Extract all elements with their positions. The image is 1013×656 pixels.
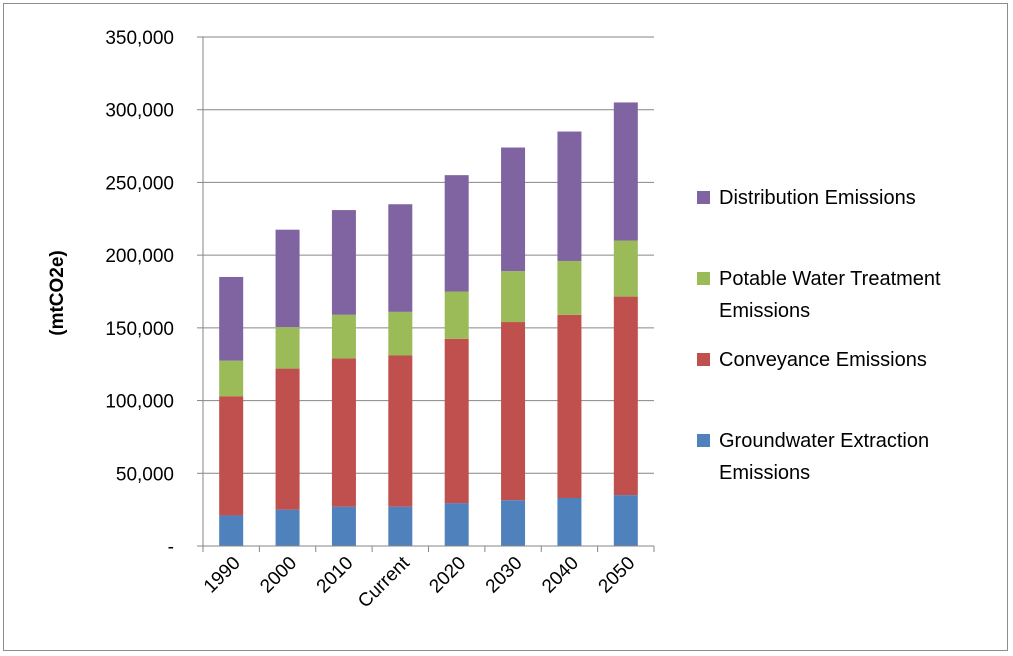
bar-segment — [388, 355, 413, 507]
y-tick-label: 50,000 — [116, 464, 174, 485]
legend-swatch — [697, 191, 710, 204]
y-tick-label: 250,000 — [105, 173, 174, 194]
legend: Distribution Emissions Potable Water Trea… — [697, 187, 941, 484]
x-tick-label: 2020 — [425, 553, 470, 598]
y-tick-label: 350,000 — [105, 28, 174, 49]
bar-segment — [557, 314, 582, 499]
legend-label: Groundwater Extraction Emissions — [719, 430, 929, 484]
bar-segment — [613, 495, 638, 546]
bar-segment — [219, 276, 244, 361]
bar-segment — [331, 314, 356, 359]
legend-swatch — [697, 353, 710, 366]
x-tick-label: 2050 — [595, 553, 640, 598]
bar-segment — [219, 396, 244, 516]
bar-segment — [613, 296, 638, 496]
bar-segment — [275, 327, 300, 369]
x-tick-label: 1990 — [200, 553, 245, 598]
x-tick-label: 2010 — [313, 553, 358, 598]
bar-segment — [331, 506, 356, 546]
legend-label: Distribution Emissions — [719, 187, 916, 209]
x-tick-label: 2000 — [256, 553, 301, 598]
y-axis-label: (mtCO2e) — [47, 250, 68, 336]
bar-segment — [557, 131, 582, 261]
bar-segment — [444, 291, 469, 339]
axes — [202, 37, 654, 547]
bar-segment — [388, 204, 413, 312]
legend-swatch — [697, 272, 710, 285]
bar-segment — [275, 368, 300, 510]
bar-segment — [275, 229, 300, 328]
y-tick-labels: - 50,000 100,000 150,000 200,000 250,000 300,0… — [105, 28, 203, 558]
gridlines — [203, 36, 654, 474]
bar-segment — [388, 506, 413, 546]
bar-segment — [219, 515, 244, 546]
bar-segment — [613, 240, 638, 297]
y-tick-label: 300,000 — [105, 101, 174, 122]
bar-segment — [331, 358, 356, 507]
bar-segment — [613, 102, 638, 241]
x-tick-label: 2030 — [482, 553, 527, 598]
legend-swatch — [697, 434, 710, 447]
bars — [219, 102, 638, 546]
bar-segment — [557, 498, 582, 546]
y-tick-label: 200,000 — [105, 246, 174, 267]
x-tick-label: Current — [354, 552, 414, 612]
legend-label: Potable Water Treatment Emissions — [719, 268, 941, 322]
legend-label: Conveyance Emissions — [719, 349, 927, 371]
bar-segment — [501, 147, 526, 272]
bar-segment — [388, 311, 413, 356]
bar-segment — [501, 322, 526, 501]
y-tick-label: - — [168, 537, 174, 558]
bar-segment — [557, 260, 582, 315]
x-tick-label: 2040 — [538, 553, 583, 598]
bar-segment — [444, 175, 469, 292]
y-tick-label: 150,000 — [105, 319, 174, 340]
bar-segment — [275, 509, 300, 546]
bar-segment — [501, 271, 526, 323]
bar-segment — [444, 503, 469, 546]
bar-segment — [331, 210, 356, 315]
bar-segment — [219, 360, 244, 397]
bar-segment — [444, 338, 469, 504]
bar-segment — [501, 500, 526, 546]
y-tick-label: 100,000 — [105, 392, 174, 413]
